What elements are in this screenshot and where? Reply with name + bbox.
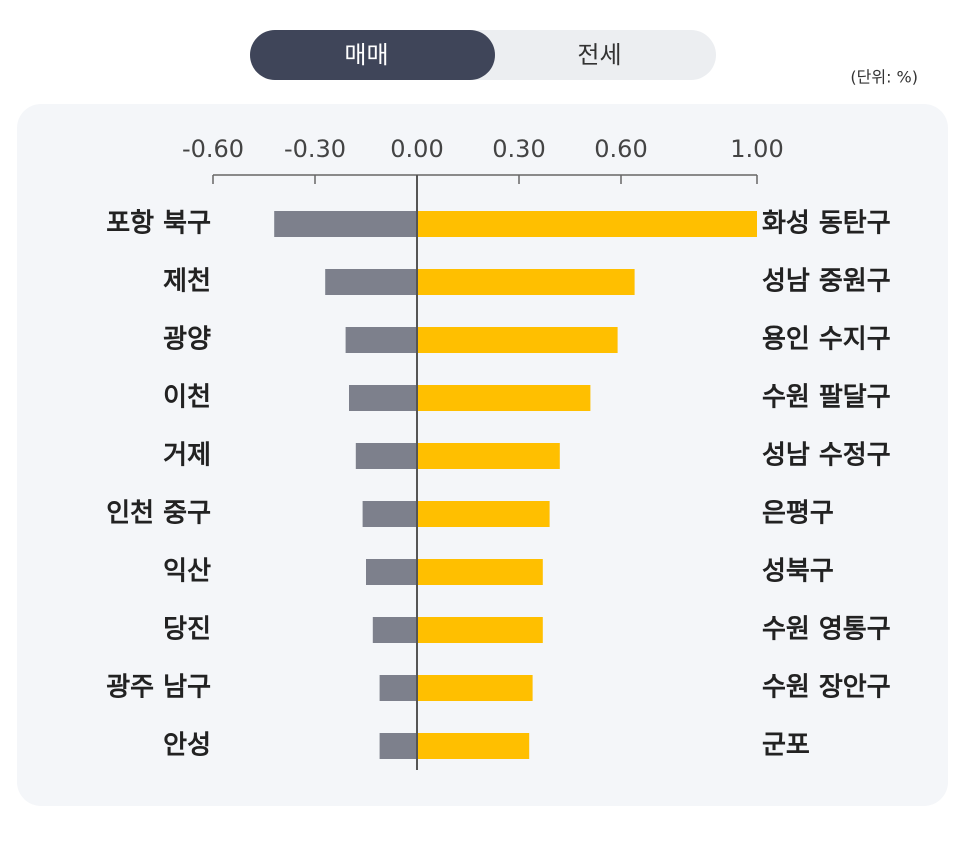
x-tick-label: 0.00 (390, 135, 443, 163)
bar (362, 501, 417, 527)
bar (379, 675, 417, 701)
tab-label[interactable]: 전세 (577, 41, 621, 69)
left-label: 익산 (163, 557, 211, 587)
tab-label[interactable]: 매매 (344, 41, 388, 69)
bar (355, 443, 417, 469)
bar (417, 617, 543, 643)
right-label: 군포 (762, 731, 810, 761)
left-label: 안성 (163, 731, 211, 761)
x-tick-label: -0.60 (182, 135, 244, 163)
bar (325, 269, 417, 295)
bar (274, 211, 417, 237)
bar (345, 327, 417, 353)
x-tick-label: 0.60 (594, 135, 647, 163)
left-label: 광양 (163, 325, 211, 355)
bar (417, 675, 533, 701)
bar (417, 559, 543, 585)
right-label: 수원 영통구 (762, 615, 891, 645)
right-label: 수원 팔달구 (762, 383, 891, 413)
bar (349, 385, 417, 411)
unit: (단위: %) (850, 68, 918, 87)
x-tick-label: 1.00 (730, 135, 783, 163)
active-tab[interactable] (250, 30, 495, 80)
left-label: 제천 (163, 267, 211, 297)
right-label: 용인 수지구 (762, 325, 891, 355)
bar (417, 733, 530, 759)
right-label: 성남 수정구 (762, 441, 891, 471)
bar (372, 617, 417, 643)
right-label: 성북구 (762, 557, 834, 587)
bar (417, 443, 560, 469)
bar (417, 269, 635, 295)
right-label: 성남 중원구 (762, 267, 891, 297)
left-label: 광주 남구 (106, 673, 211, 703)
bar (417, 385, 591, 411)
left-label: 인천 중구 (106, 499, 211, 529)
bar (366, 559, 417, 585)
bar (417, 211, 757, 237)
x-tick-label: 0.30 (492, 135, 545, 163)
right-label: 은평구 (762, 499, 834, 529)
left-label: 당진 (163, 615, 211, 645)
bar (379, 733, 417, 759)
right-label: 수원 장안구 (762, 673, 891, 703)
right-label: 화성 동탄구 (762, 209, 891, 239)
bar (417, 501, 550, 527)
bar (417, 327, 618, 353)
left-label: 거제 (163, 441, 211, 471)
x-tick-label: -0.30 (284, 135, 346, 163)
left-label: 이천 (163, 383, 211, 413)
left-label: 포항 북구 (106, 209, 211, 239)
